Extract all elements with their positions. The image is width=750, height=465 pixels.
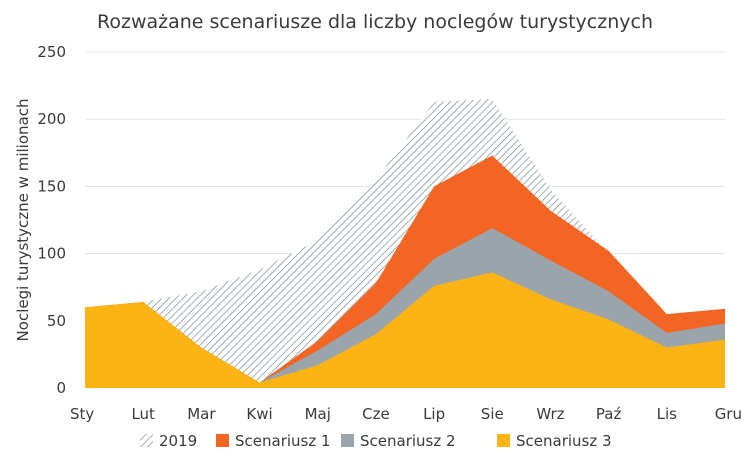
y-tick-label: 200 xyxy=(37,110,66,128)
x-tick-label: Paź xyxy=(596,405,622,423)
y-tick-label: 250 xyxy=(37,43,66,61)
area-series-3 xyxy=(85,272,725,388)
legend-label: 2019 xyxy=(159,432,197,450)
x-axis-ticks: Sty Lut Mar Kwi Maj Cze Lip Sie Wrz Paź Lis Gru xyxy=(70,405,742,423)
x-tick-label: Cze xyxy=(362,405,390,423)
plot-areas xyxy=(85,99,725,388)
legend-swatch xyxy=(341,434,354,447)
y-tick-label: 150 xyxy=(37,177,66,195)
legend: 2019 Scenariusz 1 Scenariusz 2 Scenariusz 3 xyxy=(140,432,612,450)
y-axis-ticks: 0 50 100 150 200 250 xyxy=(37,43,66,397)
x-tick-label: Lut xyxy=(131,405,155,423)
y-tick-label: 0 xyxy=(56,379,66,397)
x-tick-label: Sie xyxy=(481,405,504,423)
y-axis-label: Noclegi turystyczne w milionach xyxy=(14,99,32,342)
y-tick-label: 50 xyxy=(47,312,66,330)
x-tick-label: Sty xyxy=(70,405,94,423)
legend-label: Scenariusz 1 xyxy=(235,432,331,450)
x-tick-label: Lip xyxy=(423,405,445,423)
x-tick-label: Kwi xyxy=(246,405,272,423)
x-tick-label: Wrz xyxy=(536,405,564,423)
legend-swatch xyxy=(497,434,510,447)
legend-label: Scenariusz 3 xyxy=(516,432,612,450)
x-tick-label: Lis xyxy=(657,405,678,423)
x-tick-label: Gru xyxy=(715,405,742,423)
legend-swatch xyxy=(140,434,153,447)
y-tick-label: 100 xyxy=(37,245,66,263)
x-tick-label: Mar xyxy=(187,405,216,423)
x-tick-label: Maj xyxy=(305,405,331,423)
legend-swatch xyxy=(216,434,229,447)
chart-title: Rozważane scenariusze dla liczby noclegó… xyxy=(97,11,653,33)
legend-label: Scenariusz 2 xyxy=(360,432,456,450)
